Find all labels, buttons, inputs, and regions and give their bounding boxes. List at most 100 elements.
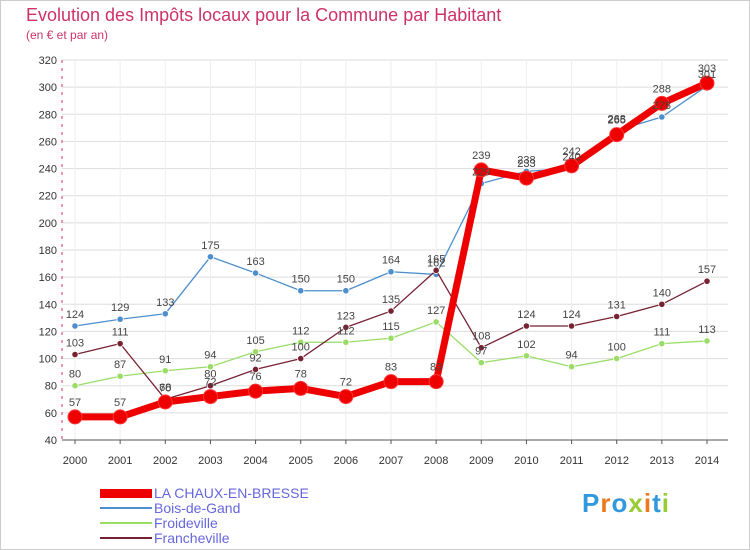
- data-point-froideville: [161, 367, 169, 375]
- x-tick-label: 2001: [108, 455, 132, 467]
- legend-label: Bois-de-Gand: [154, 500, 241, 516]
- y-tick-label: 60: [45, 408, 57, 420]
- x-tick-label: 2009: [469, 455, 493, 467]
- data-point-bois-de-gand: [206, 253, 215, 261]
- data-label-bois-de-gand: 229: [472, 167, 490, 179]
- data-point-francheville: [477, 344, 485, 352]
- x-tick-label: 2008: [424, 455, 448, 467]
- data-point-la-chaux-en-bresse: [654, 95, 670, 111]
- legend-label: LA CHAUX-EN-BRESSE: [154, 485, 309, 501]
- data-point-francheville: [703, 277, 711, 285]
- y-tick-label: 120: [39, 326, 57, 338]
- legend-label: Froideville: [154, 515, 218, 531]
- data-label-bois-de-gand: 164: [382, 255, 400, 267]
- data-point-froideville: [703, 337, 711, 345]
- data-label-la-chaux-en-bresse: 57: [69, 397, 81, 409]
- y-tick-label: 260: [39, 136, 57, 148]
- data-label-la-chaux-en-bresse: 303: [698, 63, 716, 75]
- data-label-bois-de-gand: 150: [337, 274, 355, 286]
- logo-letter: o: [611, 488, 629, 518]
- data-point-francheville: [251, 365, 260, 374]
- data-point-la-chaux-en-bresse: [699, 75, 715, 91]
- data-label-francheville: 131: [608, 300, 626, 312]
- data-label-bois-de-gand: 162: [427, 257, 445, 269]
- legend-swatch: [100, 488, 152, 498]
- legend-swatch: [100, 507, 152, 509]
- y-tick-label: 240: [39, 164, 57, 176]
- data-point-la-chaux-en-bresse: [293, 380, 309, 396]
- data-point-la-chaux-en-bresse: [518, 170, 534, 186]
- data-point-la-chaux-en-bresse: [112, 409, 128, 425]
- data-label-la-chaux-en-bresse: 72: [204, 377, 216, 389]
- data-label-francheville: 108: [472, 331, 490, 343]
- x-tick-label: 2013: [650, 455, 674, 467]
- y-tick-label: 320: [39, 55, 57, 67]
- data-point-bois-de-gand: [71, 322, 79, 330]
- data-label-francheville: 103: [66, 338, 84, 350]
- x-tick-label: 2006: [334, 455, 358, 467]
- data-point-froideville: [658, 340, 666, 348]
- data-label-la-chaux-en-bresse: 72: [340, 377, 352, 389]
- data-point-bois-de-gand: [161, 310, 169, 318]
- data-label-froideville: 112: [292, 325, 310, 337]
- series-lines: [67, 75, 715, 425]
- data-point-francheville: [658, 300, 666, 308]
- data-label-froideville: 102: [517, 339, 535, 351]
- data-point-froideville: [477, 359, 485, 367]
- data-point-la-chaux-en-bresse: [383, 374, 399, 390]
- data-label-froideville: 115: [382, 321, 400, 333]
- data-label-francheville: 111: [112, 327, 129, 339]
- data-point-bois-de-gand: [387, 268, 395, 276]
- data-point-la-chaux-en-bresse: [67, 409, 83, 425]
- data-label-la-chaux-en-bresse: 57: [114, 397, 126, 409]
- data-label-froideville: 127: [427, 305, 445, 317]
- data-point-froideville: [522, 352, 531, 360]
- x-tick-label: 2010: [514, 455, 538, 467]
- data-label-bois-de-gand: 301: [698, 69, 716, 81]
- y-tick-label: 200: [39, 218, 57, 230]
- x-tick-label: 2003: [198, 455, 222, 467]
- data-point-francheville: [116, 340, 124, 348]
- data-point-la-chaux-en-bresse: [609, 127, 625, 143]
- logo-letter: t: [652, 488, 662, 518]
- logo-letter: x: [628, 488, 644, 518]
- data-label-francheville: 100: [292, 342, 310, 354]
- proxiti-logo: Proxiti: [582, 488, 670, 519]
- logo-letter: P: [582, 488, 601, 518]
- data-point-froideville: [251, 348, 260, 356]
- data-point-bois-de-gand: [297, 287, 305, 295]
- x-tick-label: 2014: [695, 455, 719, 467]
- data-point-froideville: [387, 334, 395, 342]
- data-point-la-chaux-en-bresse: [473, 162, 489, 178]
- data-label-froideville: 100: [608, 342, 626, 354]
- logo-letter: i: [661, 488, 670, 518]
- chart-subtitle: (en € et par an): [26, 28, 109, 42]
- data-point-bois-de-gand: [251, 269, 260, 277]
- data-point-froideville: [297, 338, 305, 346]
- logo-letter: i: [643, 488, 653, 518]
- y-tick-label: 40: [45, 435, 57, 447]
- data-label-la-chaux-en-bresse: 239: [472, 150, 490, 162]
- data-point-francheville: [206, 382, 215, 390]
- x-tick-label: 2000: [63, 455, 87, 467]
- data-label-francheville: 165: [427, 253, 445, 265]
- data-label-francheville: 70: [159, 382, 171, 394]
- data-point-francheville: [387, 307, 395, 315]
- data-label-bois-de-gand: 278: [653, 100, 671, 112]
- data-point-la-chaux-en-bresse: [157, 394, 173, 410]
- data-label-froideville: 112: [337, 325, 355, 337]
- data-label-la-chaux-en-bresse: 83: [430, 362, 442, 374]
- data-label-francheville: 124: [517, 309, 535, 321]
- data-label-froideville: 80: [69, 369, 81, 381]
- legend-label: Francheville: [154, 530, 230, 546]
- data-point-froideville: [613, 354, 621, 363]
- data-label-bois-de-gand: 238: [517, 154, 535, 166]
- data-point-la-chaux-en-bresse: [248, 383, 264, 399]
- y-tick-label: 220: [39, 191, 57, 203]
- data-point-bois-de-gand: [116, 315, 124, 323]
- data-label-francheville: 123: [337, 310, 355, 322]
- data-label-francheville: 157: [698, 264, 716, 276]
- data-label-bois-de-gand: 133: [156, 297, 174, 309]
- data-label-la-chaux-en-bresse: 242: [562, 146, 580, 158]
